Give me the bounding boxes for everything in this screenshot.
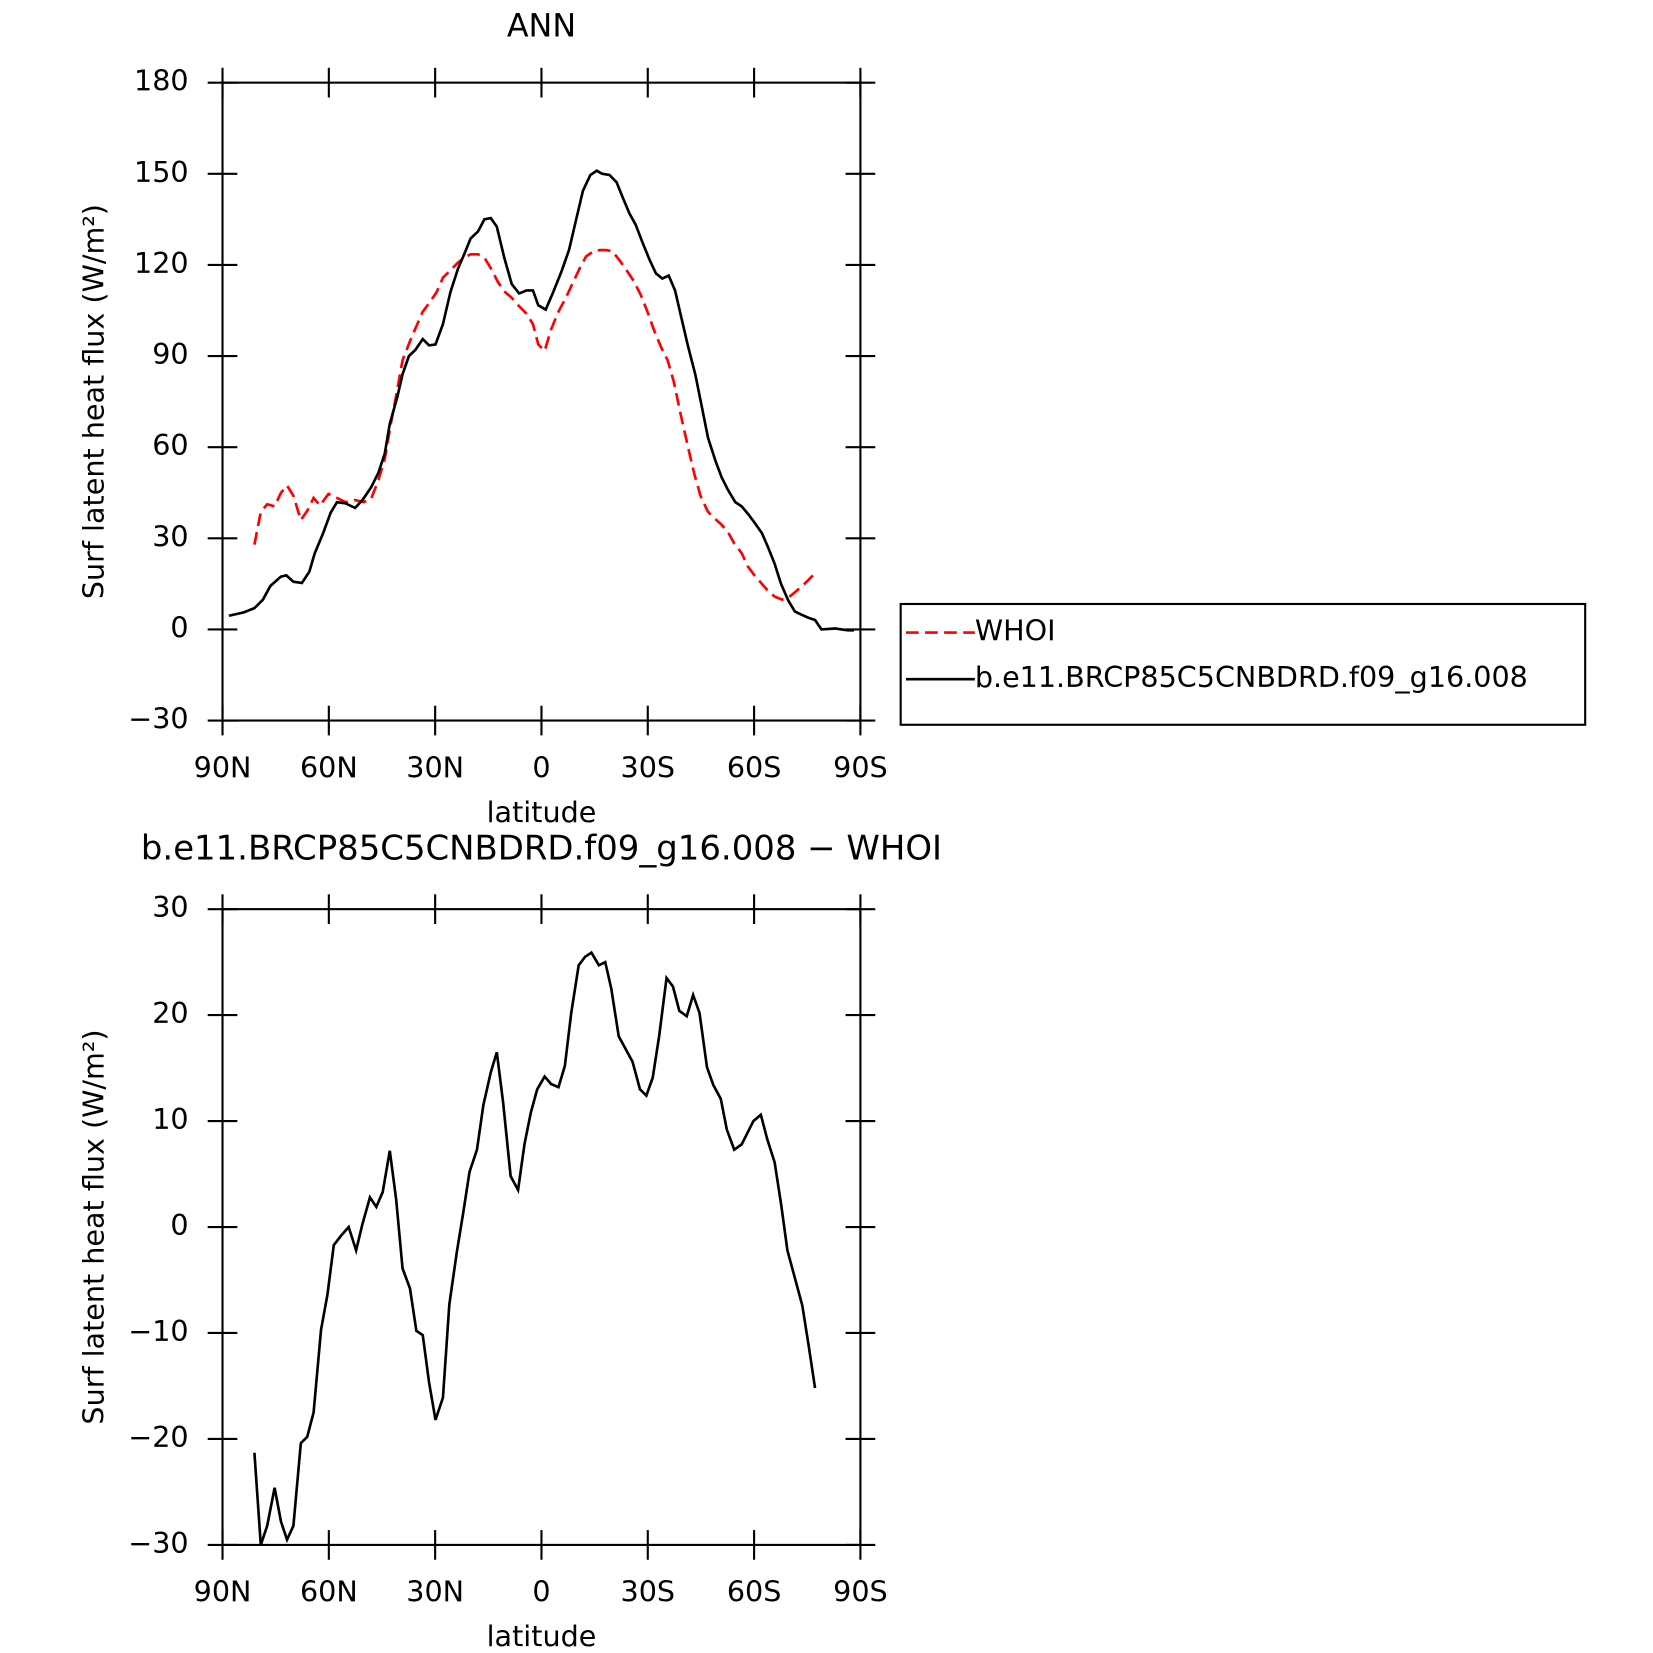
y-tick-label: 0 xyxy=(170,1208,188,1242)
y-tick-label: −30 xyxy=(128,702,188,736)
legend-label: WHOI xyxy=(975,614,1056,648)
x-tick-label: 30N xyxy=(406,750,464,784)
y-tick-label: 10 xyxy=(152,1102,188,1136)
y-tick-label: 30 xyxy=(152,519,188,553)
x-tick-label: 90N xyxy=(194,750,252,784)
data-line xyxy=(253,950,817,1546)
y-tick-label: −10 xyxy=(128,1314,188,1348)
plot-frame xyxy=(221,81,862,722)
x-tick-label: 60S xyxy=(727,750,782,784)
x-tick-label: 30N xyxy=(406,1575,464,1609)
y-axis-label: Surf latent heat flux (W/m²) xyxy=(76,204,110,599)
x-axis-label: latitude xyxy=(487,1619,597,1653)
y-axis-label: Surf latent heat flux (W/m²) xyxy=(76,1029,110,1424)
x-tick-label: 90S xyxy=(833,750,888,784)
chart-title: b.e11.BRCP85C5CNBDRD.f09_g16.008 − WHOI xyxy=(141,828,942,867)
y-tick-label: 0 xyxy=(170,610,188,644)
x-tick-label: 30S xyxy=(621,750,676,784)
y-tick-label: 60 xyxy=(152,428,188,462)
legend-label: b.e11.BRCP85C5CNBDRD.f09_g16.008 xyxy=(975,660,1528,694)
y-tick-label: 180 xyxy=(134,64,189,98)
x-axis-label: latitude xyxy=(487,795,597,829)
y-tick-label: 90 xyxy=(152,337,188,371)
legend-box xyxy=(899,602,1587,726)
chart-title: ANN xyxy=(507,9,576,45)
y-tick-label: −30 xyxy=(128,1526,188,1560)
x-tick-label: 0 xyxy=(532,1575,550,1609)
x-tick-label: 0 xyxy=(532,750,550,784)
data-line xyxy=(253,248,816,602)
y-tick-label: 30 xyxy=(152,890,188,924)
y-tick-label: −20 xyxy=(128,1420,188,1454)
x-tick-label: 90S xyxy=(833,1575,888,1609)
y-tick-label: 150 xyxy=(134,155,189,189)
plot-frame xyxy=(221,908,862,1546)
x-tick-label: 90N xyxy=(194,1575,252,1609)
x-tick-label: 60S xyxy=(727,1575,782,1609)
x-tick-label: 30S xyxy=(621,1575,676,1609)
data-line xyxy=(228,169,855,632)
x-tick-label: 60N xyxy=(300,1575,358,1609)
y-tick-label: 20 xyxy=(152,996,188,1030)
y-tick-label: 120 xyxy=(134,246,189,280)
x-tick-label: 60N xyxy=(300,750,358,784)
